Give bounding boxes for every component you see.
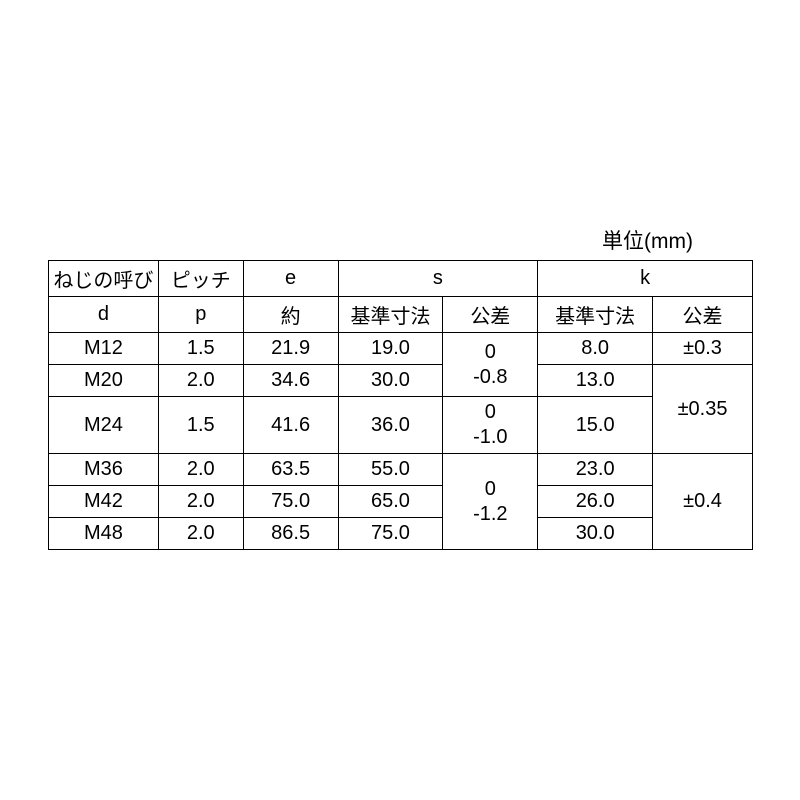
cell-k-base: 15.0 <box>538 397 653 454</box>
unit-label: 単位(mm) <box>602 225 693 255</box>
header-p-sub: p <box>158 297 243 333</box>
cell-k-tol-group1: ±0.3 <box>653 333 753 365</box>
header-k-tol: 公差 <box>653 297 753 333</box>
cell-d: M48 <box>49 518 159 550</box>
cell-p: 2.0 <box>158 486 243 518</box>
header-k-base: 基準寸法 <box>538 297 653 333</box>
cell-s-base: 75.0 <box>338 518 443 550</box>
cell-d: M12 <box>49 333 159 365</box>
cell-p: 2.0 <box>158 454 243 486</box>
header-row-2: d p 約 基準寸法 公差 基準寸法 公差 <box>49 297 753 333</box>
header-row-1: ねじの呼び ピッチ e s k <box>49 261 753 297</box>
cell-s-base: 30.0 <box>338 365 443 397</box>
table-row: M36 2.0 63.5 55.0 0 -1.2 23.0 ±0.4 <box>49 454 753 486</box>
header-p: ピッチ <box>158 261 243 297</box>
cell-k-base: 23.0 <box>538 454 653 486</box>
cell-p: 2.0 <box>158 365 243 397</box>
s-tol-line1: 0 <box>485 401 496 423</box>
cell-e: 75.0 <box>243 486 338 518</box>
cell-e: 34.6 <box>243 365 338 397</box>
s-tol-line2: -1.2 <box>473 503 507 525</box>
cell-d: M42 <box>49 486 159 518</box>
cell-e: 63.5 <box>243 454 338 486</box>
cell-k-tol-group3: ±0.4 <box>653 454 753 550</box>
spec-table: ねじの呼び ピッチ e s k d p 約 基準寸法 公差 基準寸法 公差 M1… <box>48 260 753 550</box>
table-row: M12 1.5 21.9 19.0 0 -0.8 8.0 ±0.3 <box>49 333 753 365</box>
cell-k-base: 8.0 <box>538 333 653 365</box>
header-e: e <box>243 261 338 297</box>
s-tol-line2: -1.0 <box>473 426 507 448</box>
header-s: s <box>338 261 538 297</box>
table-row: M42 2.0 75.0 65.0 26.0 <box>49 486 753 518</box>
header-d: ねじの呼び <box>49 261 159 297</box>
cell-s-tol-group3: 0 -1.2 <box>443 454 538 550</box>
spec-table-container: ねじの呼び ピッチ e s k d p 約 基準寸法 公差 基準寸法 公差 M1… <box>48 260 753 550</box>
s-tol-line1: 0 <box>485 478 496 500</box>
cell-s-base: 19.0 <box>338 333 443 365</box>
cell-e: 41.6 <box>243 397 338 454</box>
cell-s-base: 36.0 <box>338 397 443 454</box>
cell-s-base: 65.0 <box>338 486 443 518</box>
header-s-tol: 公差 <box>443 297 538 333</box>
header-k: k <box>538 261 753 297</box>
table-row: M48 2.0 86.5 75.0 30.0 <box>49 518 753 550</box>
cell-k-base: 30.0 <box>538 518 653 550</box>
s-tol-line2: -0.8 <box>473 366 507 388</box>
table-row: M20 2.0 34.6 30.0 13.0 ±0.35 <box>49 365 753 397</box>
cell-k-base: 13.0 <box>538 365 653 397</box>
s-tol-line1: 0 <box>485 341 496 363</box>
cell-k-tol-group2: ±0.35 <box>653 365 753 454</box>
cell-s-base: 55.0 <box>338 454 443 486</box>
cell-e: 86.5 <box>243 518 338 550</box>
cell-e: 21.9 <box>243 333 338 365</box>
header-s-base: 基準寸法 <box>338 297 443 333</box>
cell-p: 1.5 <box>158 333 243 365</box>
header-d-sub: d <box>49 297 159 333</box>
header-e-sub: 約 <box>243 297 338 333</box>
table-row: M24 1.5 41.6 36.0 0 -1.0 15.0 <box>49 397 753 454</box>
cell-d: M20 <box>49 365 159 397</box>
cell-k-base: 26.0 <box>538 486 653 518</box>
cell-p: 1.5 <box>158 397 243 454</box>
cell-d: M36 <box>49 454 159 486</box>
cell-s-tol-group1: 0 -0.8 <box>443 333 538 397</box>
cell-s-tol-group2: 0 -1.0 <box>443 397 538 454</box>
cell-p: 2.0 <box>158 518 243 550</box>
cell-d: M24 <box>49 397 159 454</box>
